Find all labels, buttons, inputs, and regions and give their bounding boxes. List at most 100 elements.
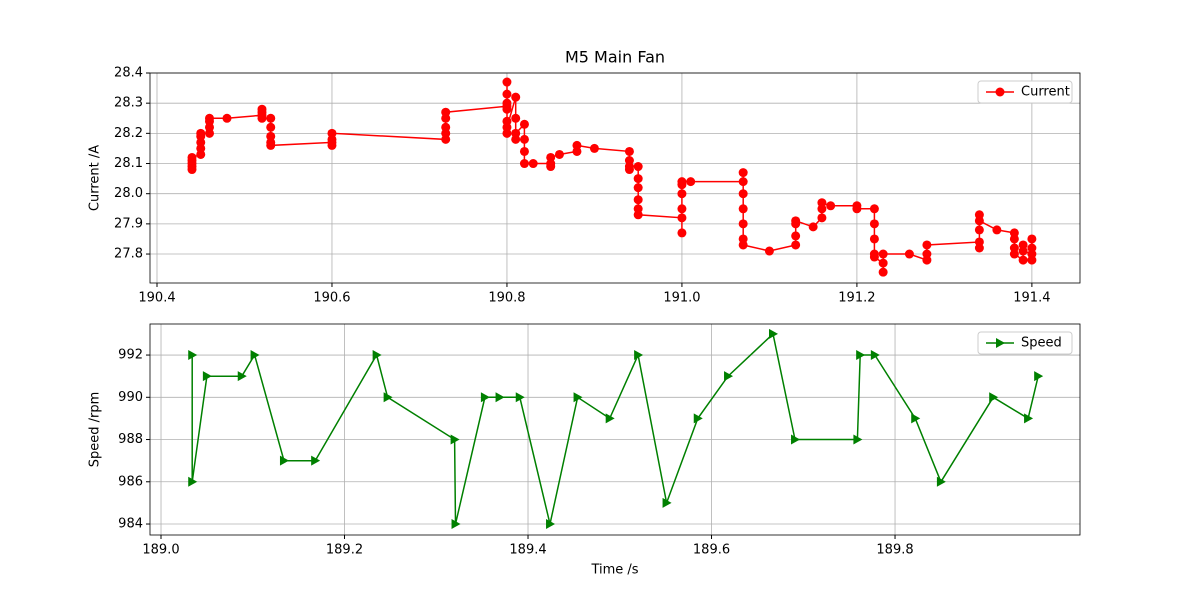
marker bbox=[852, 204, 862, 214]
marker bbox=[768, 328, 778, 339]
marker bbox=[878, 267, 888, 277]
marker bbox=[572, 140, 582, 150]
marker bbox=[519, 146, 529, 156]
marker bbox=[441, 122, 451, 132]
marker bbox=[554, 149, 564, 159]
x-tick-label: 191.0 bbox=[663, 291, 700, 306]
x-tick-label: 189.2 bbox=[326, 543, 363, 558]
marker bbox=[922, 240, 932, 250]
series-line bbox=[191, 82, 1033, 273]
marker bbox=[791, 216, 801, 226]
marker bbox=[450, 434, 460, 445]
marker bbox=[686, 177, 696, 187]
x-tick-label: 190.8 bbox=[488, 291, 525, 306]
marker bbox=[502, 122, 512, 132]
marker bbox=[1027, 255, 1037, 265]
marker bbox=[808, 222, 818, 232]
x-tick-label: 189.8 bbox=[876, 543, 913, 558]
marker bbox=[519, 134, 529, 144]
marker bbox=[605, 413, 615, 424]
marker bbox=[989, 392, 999, 403]
marker bbox=[791, 240, 801, 250]
marker bbox=[187, 152, 197, 162]
y-tick-label: 27.8 bbox=[114, 247, 143, 262]
series-line bbox=[191, 332, 1039, 525]
marker bbox=[546, 519, 556, 530]
marker bbox=[764, 246, 774, 256]
marker bbox=[546, 162, 556, 172]
x-tick-label: 189.6 bbox=[693, 543, 730, 558]
legend-box bbox=[977, 80, 1073, 104]
marker bbox=[633, 210, 643, 220]
marker bbox=[633, 195, 643, 205]
x-axis-label: Time /s bbox=[590, 563, 638, 578]
marker bbox=[502, 89, 512, 99]
marker bbox=[1009, 234, 1019, 244]
marker bbox=[573, 392, 583, 403]
marker bbox=[511, 128, 521, 138]
x-tick-label: 190.6 bbox=[313, 291, 350, 306]
y-axis-label: Speed /rpm bbox=[88, 392, 103, 468]
marker bbox=[188, 350, 198, 361]
marker bbox=[677, 189, 687, 199]
marker bbox=[738, 240, 748, 250]
marker bbox=[546, 152, 556, 162]
marker bbox=[856, 350, 866, 361]
marker bbox=[724, 371, 734, 382]
marker bbox=[677, 204, 687, 214]
marker bbox=[878, 249, 888, 259]
marker bbox=[936, 476, 946, 487]
marker bbox=[311, 455, 321, 466]
marker bbox=[634, 350, 644, 361]
marker bbox=[826, 201, 836, 211]
marker bbox=[791, 231, 801, 241]
x-tick-label: 189.0 bbox=[142, 543, 179, 558]
y-tick-label: 27.9 bbox=[114, 216, 143, 231]
marker bbox=[383, 392, 393, 403]
marker bbox=[738, 189, 748, 199]
marker bbox=[250, 350, 260, 361]
marker bbox=[677, 177, 687, 187]
marker bbox=[662, 497, 672, 508]
marker bbox=[327, 128, 337, 138]
marker bbox=[869, 219, 879, 229]
marker bbox=[624, 162, 634, 172]
chart-title: M5 Main Fan bbox=[565, 48, 665, 67]
marker bbox=[677, 213, 687, 223]
y-tick-label: 28.3 bbox=[114, 96, 143, 111]
marker bbox=[1027, 234, 1037, 244]
legend-box bbox=[977, 331, 1073, 355]
legend-marker bbox=[996, 338, 1005, 348]
x-tick-label: 190.4 bbox=[138, 291, 175, 306]
x-tick-label: 189.4 bbox=[509, 543, 546, 558]
plot-frame bbox=[149, 323, 1081, 536]
marker bbox=[738, 177, 748, 187]
marker bbox=[624, 146, 634, 156]
marker bbox=[633, 162, 643, 172]
y-tick-label: 990 bbox=[118, 390, 143, 405]
marker bbox=[502, 104, 512, 114]
x-tick-label: 191.4 bbox=[1013, 291, 1050, 306]
y-tick-label: 28.0 bbox=[114, 186, 143, 201]
marker bbox=[1024, 413, 1034, 424]
y-tick-label: 984 bbox=[118, 517, 143, 532]
marker bbox=[870, 350, 880, 361]
marker bbox=[511, 113, 521, 123]
marker bbox=[974, 225, 984, 235]
marker bbox=[853, 434, 863, 445]
legend-label: Current bbox=[1021, 85, 1070, 100]
marker bbox=[266, 122, 276, 132]
marker bbox=[1018, 255, 1028, 265]
marker bbox=[188, 476, 198, 487]
marker bbox=[222, 113, 232, 123]
marker bbox=[515, 392, 525, 403]
y-tick-label: 986 bbox=[118, 474, 143, 489]
marker bbox=[693, 413, 703, 424]
marker bbox=[738, 219, 748, 229]
marker bbox=[528, 159, 538, 169]
marker bbox=[922, 249, 932, 259]
marker bbox=[974, 243, 984, 253]
legend-marker bbox=[995, 87, 1005, 97]
marker bbox=[502, 77, 512, 87]
